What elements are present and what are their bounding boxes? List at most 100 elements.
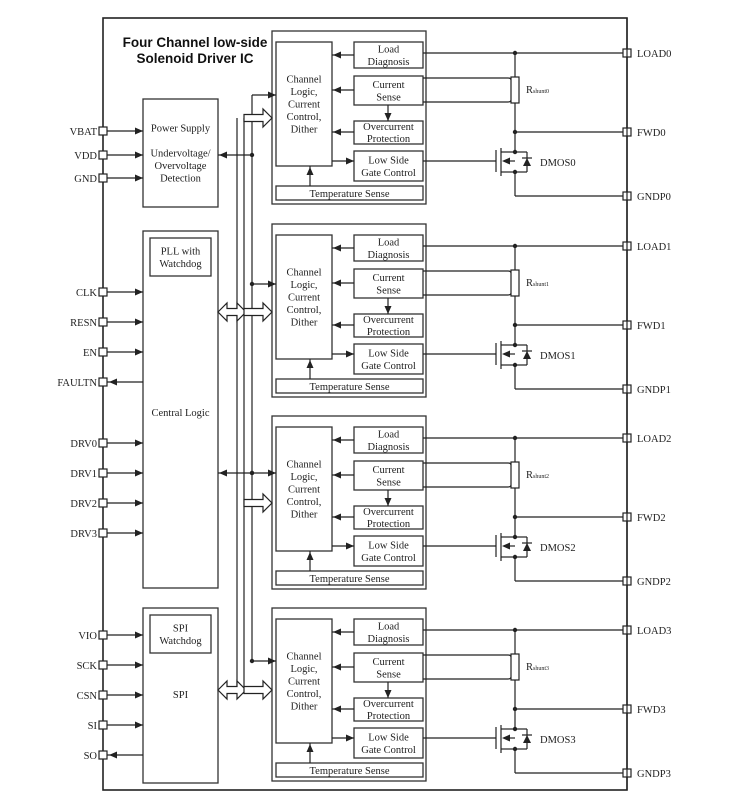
arrowhead [333,321,341,329]
arrowhead [219,151,227,159]
pin-label-fwd1: FWD1 [637,321,666,332]
junction-dot [512,322,518,328]
shunt-resistor [510,269,520,297]
spi-watchdog-label: Watchdog [159,636,202,647]
pin-csn [98,690,108,700]
dmos-label: DMOS0 [540,158,576,169]
sense-wire [423,77,512,81]
arrowhead [135,529,143,537]
arrowhead [135,318,143,326]
diagram-title-line1: Four Channel low-side [123,35,268,50]
arrowhead [384,498,392,506]
pin-label-so: SO [84,751,98,762]
pin-label-gndp3: GNDP3 [637,769,671,780]
gate-control-label: Low Side [368,348,409,359]
sense-wire [423,654,512,658]
channel-logic-label: Dither [291,702,318,713]
pin-label-clk: CLK [76,288,97,299]
junction-dot [249,470,255,476]
junction-dot [512,706,518,712]
dmos-label: DMOS2 [540,543,576,554]
pin-label-gnd: GND [74,174,97,185]
arrowhead [384,690,392,698]
load-diagnosis-label: Diagnosis [368,250,410,261]
pll-watchdog-block [149,237,212,277]
arrowhead [333,663,341,671]
rshunt-letter: R [526,85,533,96]
bus-arrow-channel-1 [243,301,273,323]
pin-vbat [98,126,108,136]
power-supply-block [142,98,219,208]
rshunt-label: Rshunt1 [526,278,549,289]
gate-control-label: Low Side [368,732,409,743]
arrowhead [135,469,143,477]
current-sense-label: Current [372,80,404,91]
arrowhead [333,51,341,59]
arrowhead [306,167,314,175]
arrowhead [384,306,392,314]
arrowhead [135,631,143,639]
channel-logic-label: Channel [287,652,322,663]
arrowhead [268,280,276,288]
channel-logic-label: Logic, [290,472,317,483]
arrowhead [135,661,143,669]
load-diagnosis-block [353,426,424,454]
arrowhead [268,469,276,477]
pin-drv0 [98,438,108,448]
arrowhead [219,469,227,477]
current-sense-label: Sense [376,92,401,103]
overcurrent-label: Overcurrent [363,315,414,326]
pin-label-gndp1: GNDP1 [637,385,671,396]
gate-control-label: Gate Control [361,361,416,372]
gate-control-block [353,343,424,375]
arrowhead [306,360,314,368]
temperature-sense-label: Temperature Sense [309,189,389,200]
pin-faultn [98,377,108,387]
current-sense-label: Sense [376,669,401,680]
bus-arrow-spi [217,679,247,701]
diode-icon [523,735,531,743]
load-diagnosis-label: Diagnosis [368,57,410,68]
arrowhead [333,471,341,479]
arrowhead [306,744,314,752]
rshunt-label: Rshunt0 [526,85,549,96]
pin-label-load3: LOAD3 [637,626,671,637]
rshunt-letter: R [526,662,533,673]
channel-logic-label: Current [288,485,320,496]
pin-label-csn: CSN [77,691,98,702]
load-diagnosis-label: Diagnosis [368,442,410,453]
pll-label: PLL with [161,246,201,257]
channel-logic-label: Control, [287,305,322,316]
temperature-sense-block [275,762,424,778]
arrowhead [135,439,143,447]
pll-label: Watchdog [159,259,202,270]
rshunt-label: Rshunt2 [526,470,549,481]
dmos-label: DMOS3 [540,735,576,746]
pin-label-drv0: DRV0 [70,439,97,450]
pin-label-resn: RESN [70,318,97,329]
bus-arrow-channel-2 [243,492,273,514]
pin-drv1 [98,468,108,478]
arrowhead [333,513,341,521]
channel-logic-label: Current [288,100,320,111]
diode-icon [523,351,531,359]
mosfet-arrow [502,542,510,550]
channel-logic-label: Channel [287,268,322,279]
pin-drv2 [98,498,108,508]
arrowhead [346,542,354,550]
junction-dot [512,129,518,135]
channel-logic-block [275,426,333,552]
channel-logic-label: Dither [291,318,318,329]
arrowhead [135,348,143,356]
rshunt-subscript: shunt3 [533,666,549,672]
spi-label: SPI [173,690,189,701]
bus-arrow-channel-0 [243,107,273,129]
arrowhead [333,244,341,252]
rshunt-letter: R [526,278,533,289]
pin-gnd [98,173,108,183]
arrowhead [268,91,276,99]
sense-wire [423,292,512,296]
rshunt-subscript: shunt1 [533,282,549,288]
pin-label-load0: LOAD0 [637,49,671,60]
